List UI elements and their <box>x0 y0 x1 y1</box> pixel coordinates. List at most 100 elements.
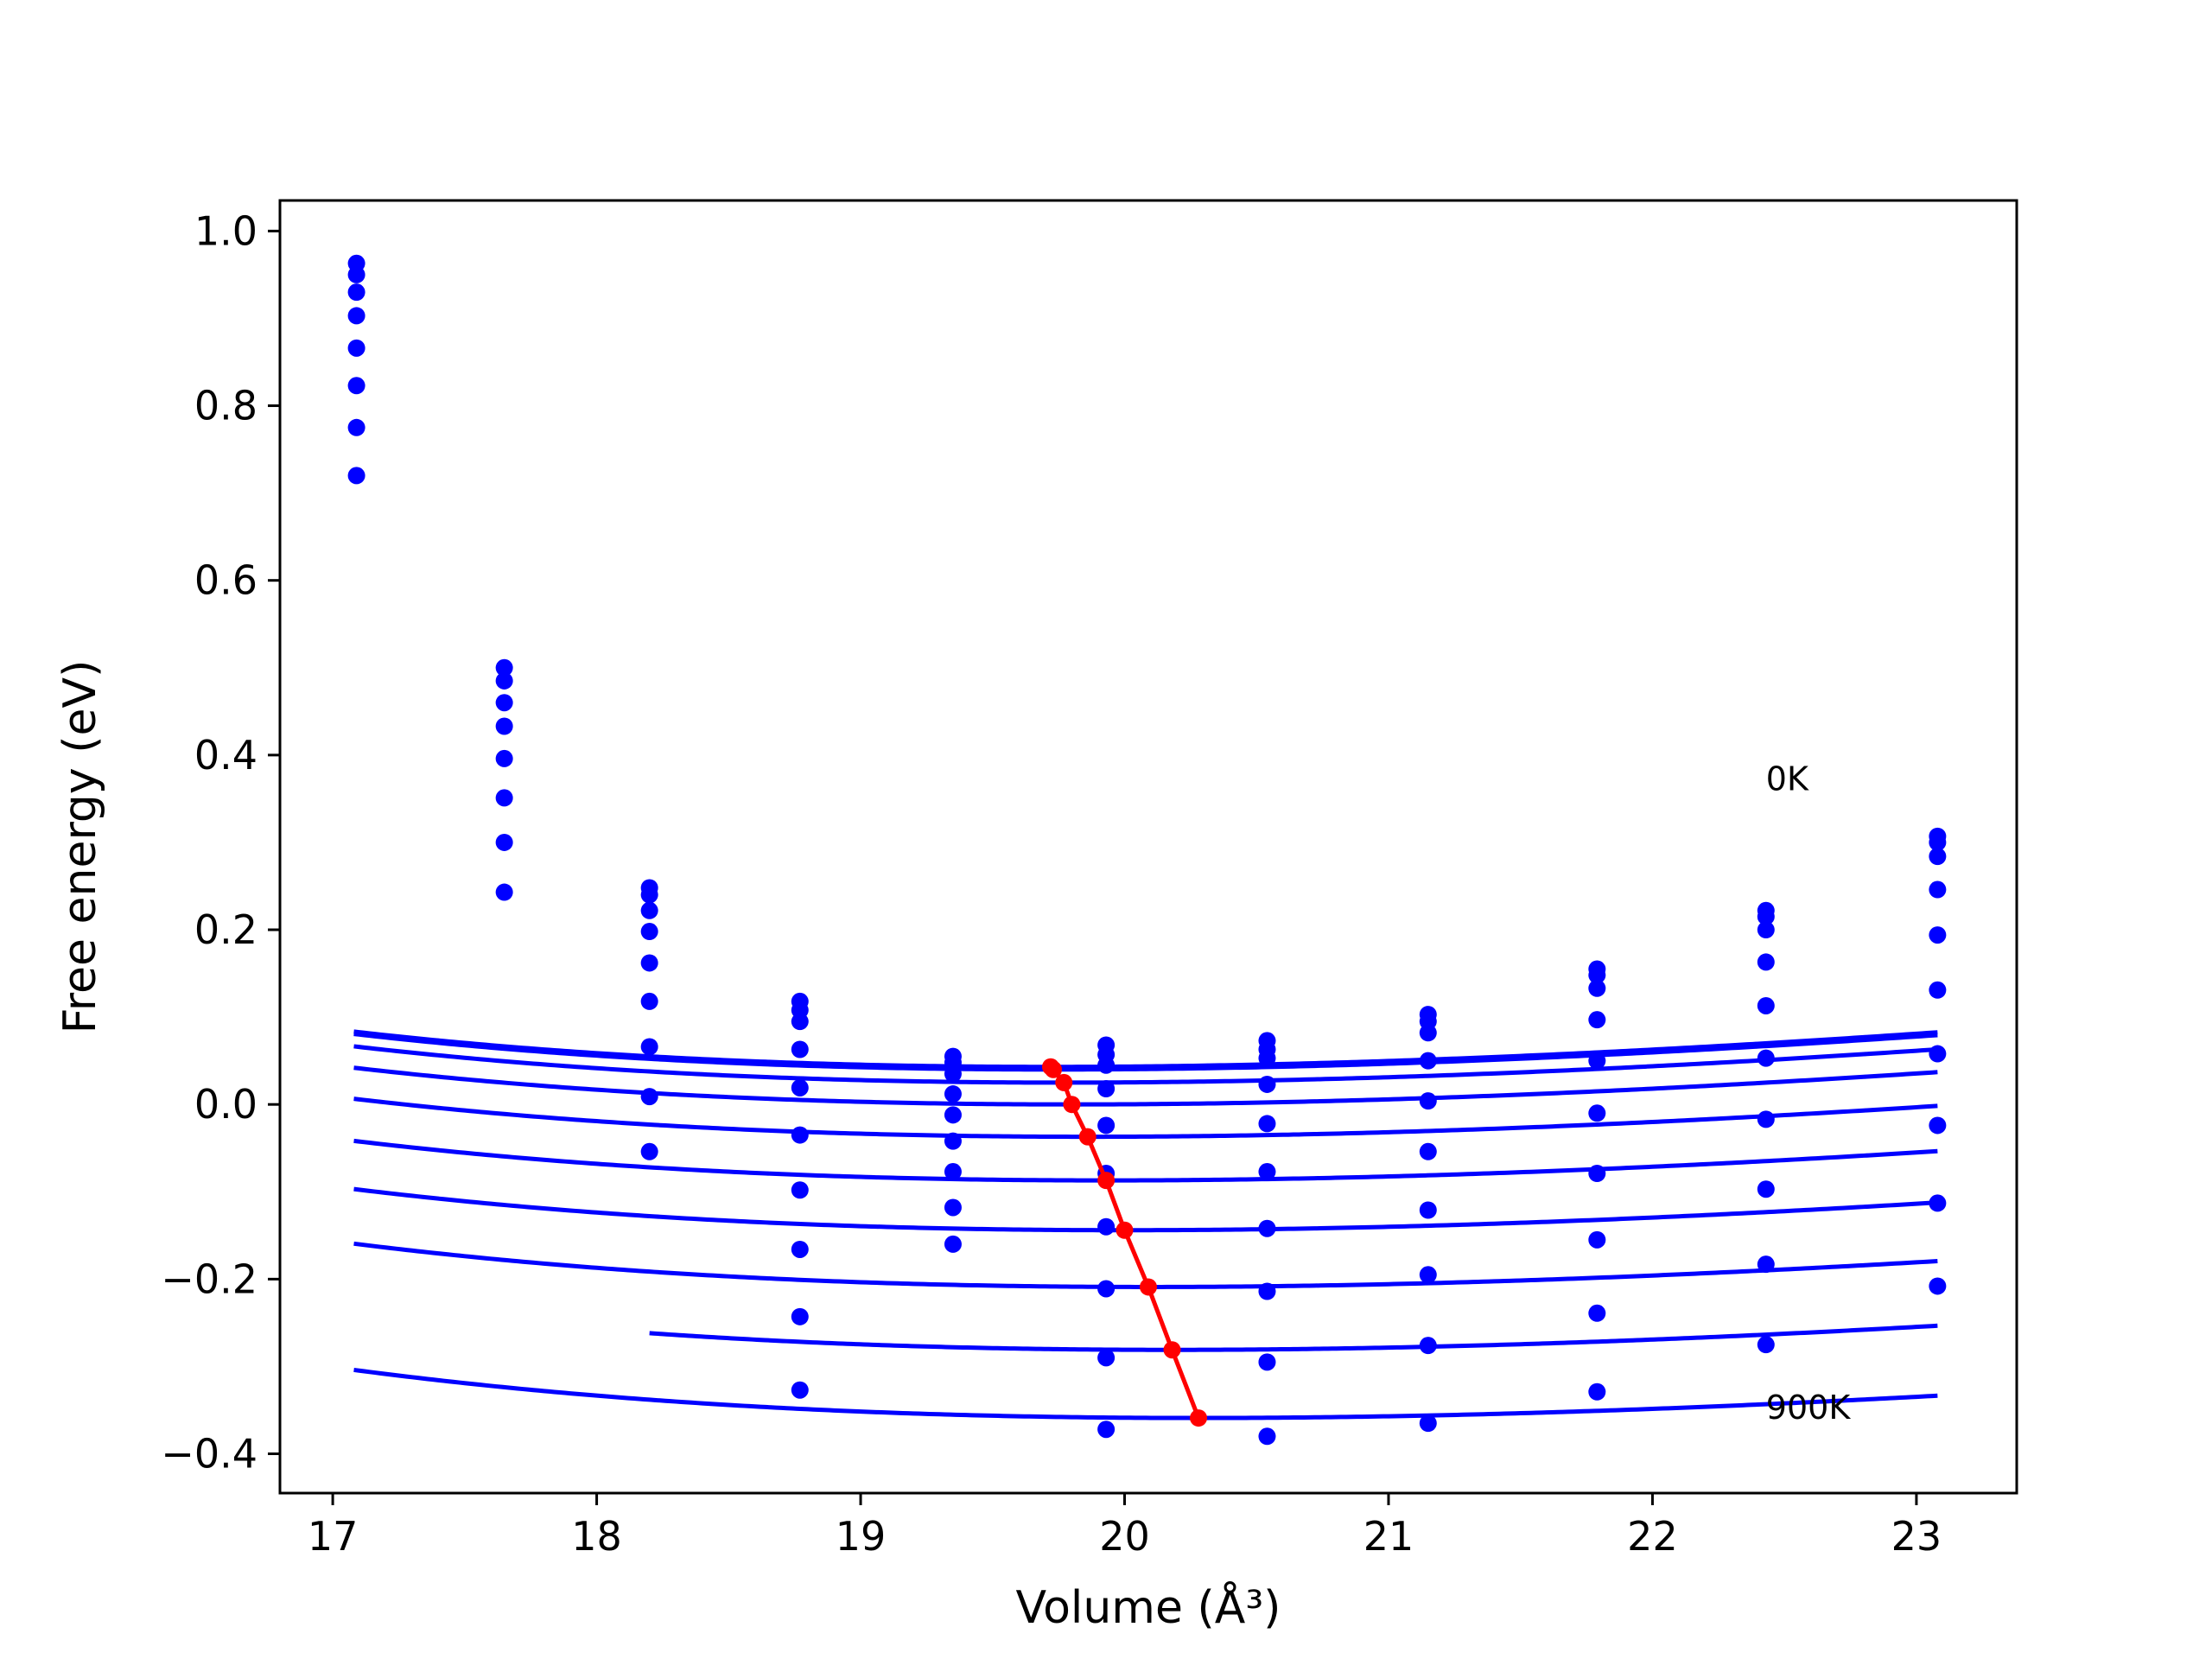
minimum-point-6 <box>1116 1221 1134 1239</box>
data-point-1-10 <box>1929 833 1947 851</box>
data-point-5-1 <box>495 789 513 807</box>
data-point-7-0 <box>347 467 365 485</box>
minimum-point-3 <box>1063 1096 1081 1114</box>
fit-curve-4 <box>353 1096 1938 1140</box>
data-point-4-4 <box>944 1106 962 1124</box>
y-tick-label-6: 0.8 <box>194 383 257 429</box>
fit-curve-3 <box>353 1065 1938 1107</box>
x-tick-label-1: 18 <box>571 1513 622 1560</box>
data-point-5-0 <box>347 377 365 395</box>
data-point-2-0 <box>347 283 365 302</box>
data-point-8-7 <box>1757 1255 1775 1274</box>
data-point-2-3 <box>791 1013 809 1031</box>
data-point-2-7 <box>1419 1024 1437 1042</box>
data-point-7-10 <box>1929 1116 1947 1135</box>
data-point-5-8 <box>1588 1104 1606 1122</box>
x-tick-label-3: 20 <box>1099 1513 1150 1560</box>
fit-curve-2 <box>353 1044 1938 1085</box>
data-point-6-4 <box>944 1163 962 1181</box>
data-point-7-1 <box>495 883 513 901</box>
data-point-2-2 <box>640 901 658 919</box>
minimum-point-7 <box>1140 1278 1157 1296</box>
annotation-1: 900K <box>1766 1389 1852 1427</box>
data-point-1-1 <box>495 671 513 690</box>
data-point-8-8 <box>1929 1194 1947 1212</box>
plot-area <box>347 254 1947 1446</box>
fit-curve-0 <box>353 1029 1938 1070</box>
data-point-0-1 <box>495 658 513 677</box>
y-tick-label-5: 0.6 <box>194 557 257 604</box>
data-point-4-9 <box>1757 996 1775 1014</box>
y-tick-label-2: 0.0 <box>194 1081 257 1128</box>
data-point-5-3 <box>791 1126 809 1144</box>
x-tick-label-5: 22 <box>1627 1513 1678 1560</box>
data-point-8-6 <box>1588 1304 1606 1322</box>
y-tick-label-7: 1.0 <box>194 207 257 254</box>
data-point-2-5 <box>1097 1056 1116 1074</box>
data-point-7-7 <box>1419 1266 1437 1284</box>
data-point-1-8 <box>1588 966 1606 984</box>
data-point-9-3 <box>1419 1414 1437 1433</box>
annotations: 0K 900K <box>1766 760 1852 1427</box>
data-point-4-2 <box>640 954 658 972</box>
data-point-6-0 <box>347 418 365 436</box>
fit-curve-5 <box>353 1138 1938 1183</box>
data-point-3-7 <box>1419 1052 1437 1070</box>
data-point-3-1 <box>495 717 513 735</box>
data-point-7-3 <box>791 1240 809 1258</box>
data-point-4-8 <box>1588 1052 1606 1070</box>
data-point-9-5 <box>1757 1336 1775 1354</box>
x-axis: 17 18 19 20 21 22 23 <box>308 1493 1942 1560</box>
x-tick-label-2: 19 <box>836 1513 887 1560</box>
data-point-4-7 <box>1419 1092 1437 1110</box>
minimum-point-5 <box>1097 1172 1116 1190</box>
x-axis-title: Volume (Å³) <box>1016 1580 1281 1634</box>
data-point-7-6 <box>1258 1282 1276 1300</box>
minimum-point-9 <box>1190 1409 1208 1427</box>
minimum-point-8 <box>1163 1341 1181 1359</box>
data-point-8-1 <box>791 1307 809 1325</box>
data-point-7-5 <box>1097 1280 1116 1298</box>
data-point-6-1 <box>495 833 513 851</box>
data-point-3-5 <box>1097 1079 1116 1097</box>
y-tick-label-3: 0.2 <box>194 906 257 953</box>
data-point-9-2 <box>1258 1427 1276 1446</box>
y-tick-label-0: −0.4 <box>161 1431 257 1478</box>
data-point-1-9 <box>1757 907 1775 925</box>
data-point-8-2 <box>944 1235 962 1253</box>
data-point-1-2 <box>640 886 658 904</box>
data-point-2-9 <box>1757 921 1775 939</box>
data-point-3-2 <box>640 923 658 941</box>
data-point-4-10 <box>1929 926 1947 944</box>
data-point-3-6 <box>1258 1075 1276 1093</box>
data-point-8-0 <box>640 1142 658 1160</box>
data-point-3-8 <box>1588 1011 1606 1029</box>
fit-curve-6 <box>353 1186 1938 1233</box>
data-point-5-10 <box>1929 981 1947 999</box>
fit-curve-9 <box>353 1367 1938 1421</box>
data-point-6-6 <box>1258 1219 1276 1237</box>
data-point-5-6 <box>1258 1163 1276 1181</box>
data-point-2-8 <box>1588 979 1606 997</box>
data-point-3-3 <box>791 1040 809 1058</box>
data-point-5-7 <box>1419 1142 1437 1160</box>
data-point-2-6 <box>1258 1049 1276 1067</box>
y-tick-label-4: 0.4 <box>194 732 257 779</box>
data-point-4-1 <box>495 749 513 767</box>
x-tick-label-6: 23 <box>1891 1513 1942 1560</box>
data-point-9-0 <box>791 1381 809 1399</box>
data-point-5-4 <box>944 1132 962 1150</box>
data-point-6-8 <box>1588 1165 1606 1183</box>
data-point-7-8 <box>1588 1230 1606 1249</box>
data-point-9-4 <box>1588 1382 1606 1401</box>
data-point-4-6 <box>1258 1115 1276 1133</box>
data-point-1-0 <box>347 265 365 283</box>
minimum-point-1 <box>1045 1060 1063 1078</box>
data-point-4-5 <box>1097 1116 1116 1135</box>
data-point-5-2 <box>640 992 658 1010</box>
minimum-point-2 <box>1055 1073 1073 1091</box>
data-point-2-4 <box>944 1065 962 1083</box>
annotation-0: 0K <box>1766 760 1809 798</box>
fit-curve-1 <box>353 1032 1938 1072</box>
